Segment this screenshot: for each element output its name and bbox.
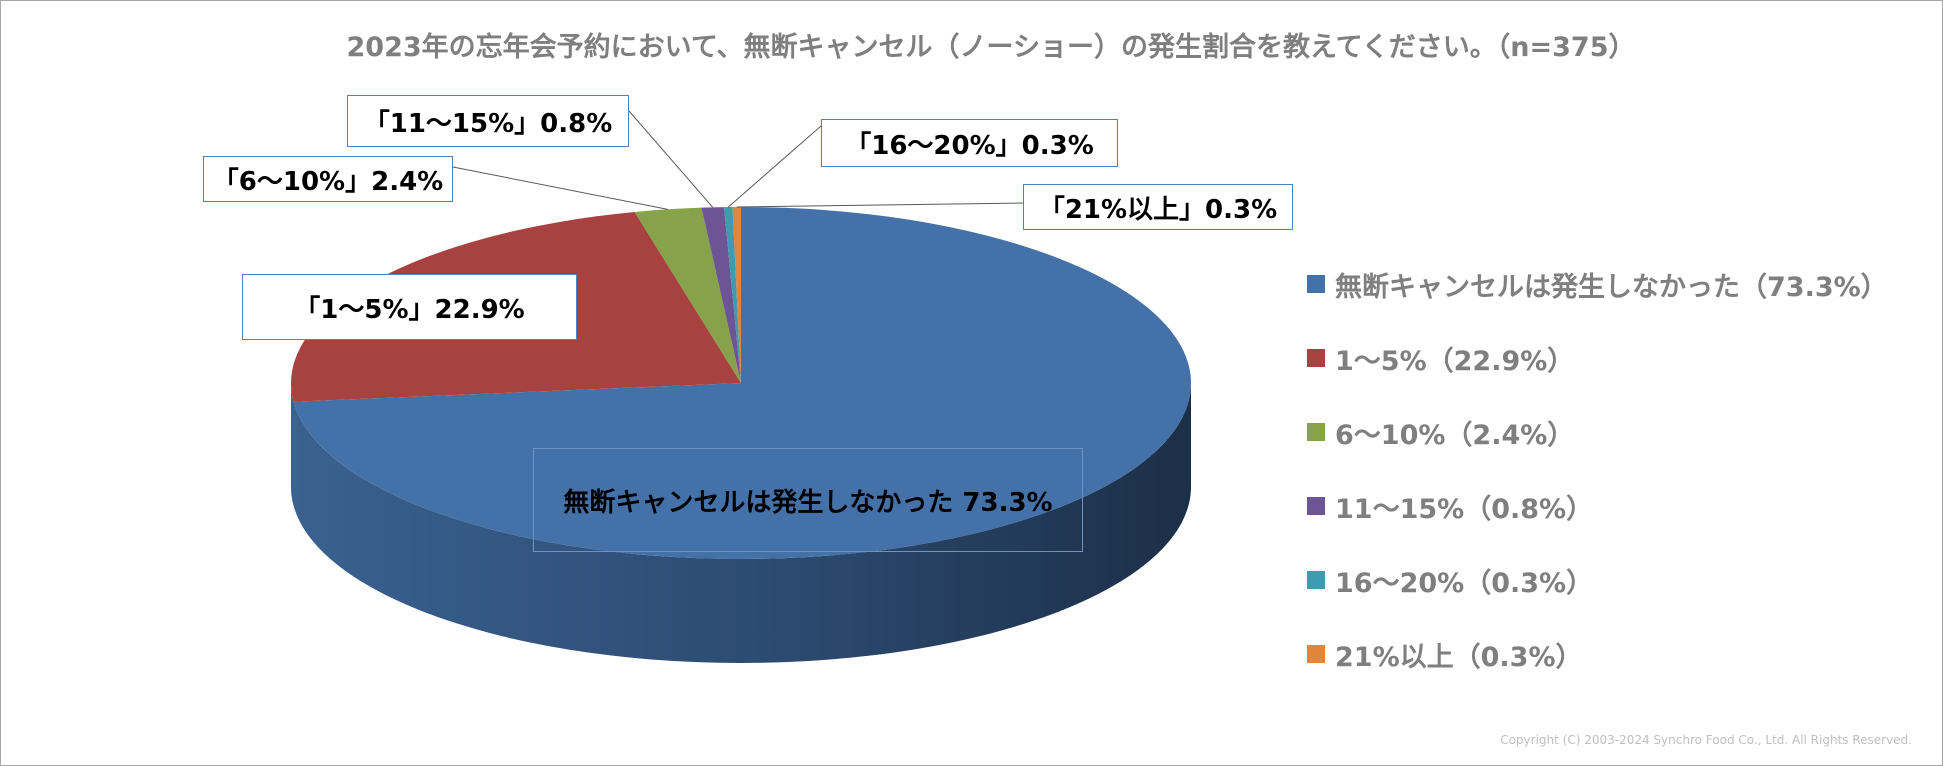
data-label-4: 「11～15%」0.8% <box>347 95 629 147</box>
pie-slice-6 <box>732 207 741 383</box>
legend: 無断キャンセルは発生しなかった（73.3%） 1～5%（22.9%） 6～10%（2… <box>1307 247 1888 691</box>
legend-swatch <box>1307 423 1325 441</box>
pie-slice-5 <box>724 207 741 383</box>
legend-swatch <box>1307 645 1325 663</box>
legend-label: 6～10%（2.4%） <box>1335 419 1575 451</box>
chart-title: 2023年の忘年会予約において、無断キャンセル（ノーショー）の発生割合を教えてく… <box>346 32 1636 63</box>
data-label-5: 「16～20%」0.3% <box>821 119 1118 167</box>
legend-item-1: 無断キャンセルは発生しなかった（73.3%） <box>1307 247 1888 321</box>
legend-item-5: 16～20%（0.3%） <box>1307 543 1888 617</box>
data-label-2: 「1～5%」22.9% <box>242 274 577 340</box>
legend-label: 無断キャンセルは発生しなかった（73.3%） <box>1335 271 1888 303</box>
legend-item-4: 11～15%（0.8%） <box>1307 469 1888 543</box>
pie-side <box>291 383 1191 663</box>
legend-item-6: 21%以上（0.3%） <box>1307 617 1888 691</box>
legend-item-2: 1～5%（22.9%） <box>1307 321 1888 395</box>
copyright-text: Copyright (C) 2003-2024 Synchro Food Co.… <box>1500 733 1912 747</box>
legend-swatch <box>1307 571 1325 589</box>
pie-side-wall <box>291 383 1191 663</box>
legend-label: 1～5%（22.9%） <box>1335 345 1575 377</box>
legend-swatch <box>1307 349 1325 367</box>
leader-lines <box>452 110 1024 210</box>
legend-label: 11～15%（0.8%） <box>1335 493 1594 525</box>
leader-line-4 <box>628 110 714 208</box>
leader-line-3 <box>452 166 668 210</box>
leader-line-5 <box>727 125 822 208</box>
legend-swatch <box>1307 275 1325 293</box>
legend-swatch <box>1307 497 1325 515</box>
legend-item-3: 6～10%（2.4%） <box>1307 395 1888 469</box>
pie-slice-4 <box>701 207 741 383</box>
leader-line-6 <box>736 202 1024 208</box>
data-label-6: 「21%以上」0.3% <box>1023 184 1293 230</box>
data-label-3: 「6～10%」2.4% <box>203 156 453 202</box>
legend-label: 21%以上（0.3%） <box>1335 641 1583 673</box>
pie-slice-3 <box>634 207 741 383</box>
pie-slice-1 <box>293 207 1192 559</box>
data-label-1: 無断キャンセルは発生しなかった 73.3% <box>533 448 1083 552</box>
legend-label: 16～20%（0.3%） <box>1335 567 1594 599</box>
